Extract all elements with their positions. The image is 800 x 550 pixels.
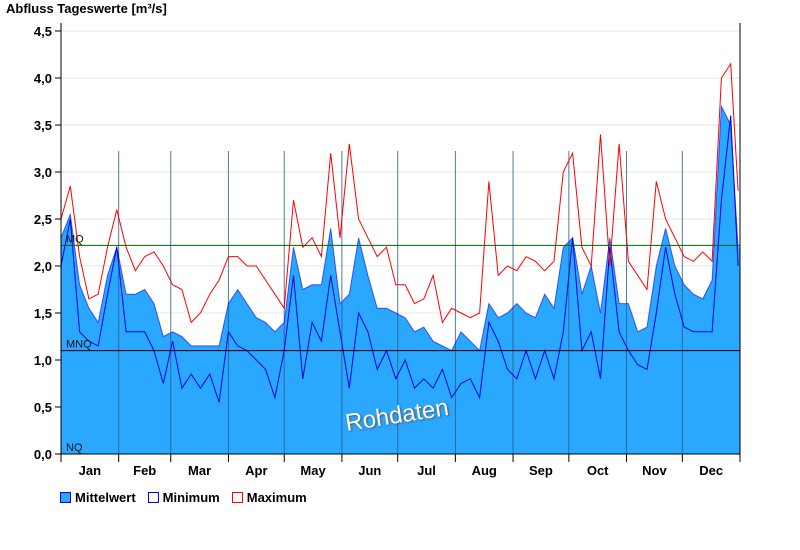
month-label: Dec xyxy=(699,463,723,478)
legend-label: Mittelwert xyxy=(75,490,136,505)
y-tick-label: 1,0 xyxy=(34,353,52,368)
month-label: Mar xyxy=(188,463,211,478)
month-label: Sep xyxy=(529,463,553,478)
y-tick-label: 0,5 xyxy=(34,400,52,415)
y-tick-label: 1,5 xyxy=(34,306,52,321)
month-label: Nov xyxy=(642,463,667,478)
month-label: Feb xyxy=(133,463,156,478)
mean-line xyxy=(60,104,739,352)
reference-label-mq: MQ xyxy=(66,233,84,245)
mean-area xyxy=(61,106,740,454)
month-label: Jun xyxy=(358,463,381,478)
legend-swatch-min xyxy=(147,492,159,503)
legend-item-max: Maximum xyxy=(231,490,307,505)
y-tick-label: 3,0 xyxy=(34,165,52,180)
y-tick-label: 4,5 xyxy=(34,24,52,39)
min-line xyxy=(60,115,739,403)
month-label: Jul xyxy=(417,463,436,478)
month-label: Apr xyxy=(245,463,267,478)
legend: Mittelwert Minimum Maximum xyxy=(60,490,307,505)
month-label: Oct xyxy=(587,463,609,478)
y-tick-label: 3,5 xyxy=(34,118,52,133)
month-label: Aug xyxy=(472,463,497,478)
y-tick-label: 0,0 xyxy=(34,447,52,462)
legend-swatch-max xyxy=(231,492,243,503)
legend-item-min: Minimum xyxy=(147,490,220,505)
legend-label: Maximum xyxy=(246,490,307,505)
reference-label-nq: NQ xyxy=(66,442,83,454)
month-label: Jan xyxy=(79,463,101,478)
reference-label-mnq: MNQ xyxy=(66,339,92,351)
legend-swatch-mean xyxy=(60,492,71,503)
max-line xyxy=(60,62,739,324)
y-tick-label: 2,5 xyxy=(34,212,52,227)
y-tick-label: 2,0 xyxy=(34,259,52,274)
legend-label: Minimum xyxy=(162,490,220,505)
chart-title: Abfluss Tageswerte [m³/s] xyxy=(6,1,167,16)
y-tick-label: 4,0 xyxy=(34,71,52,86)
month-label: May xyxy=(300,463,326,478)
legend-item-mean: Mittelwert xyxy=(60,490,136,505)
